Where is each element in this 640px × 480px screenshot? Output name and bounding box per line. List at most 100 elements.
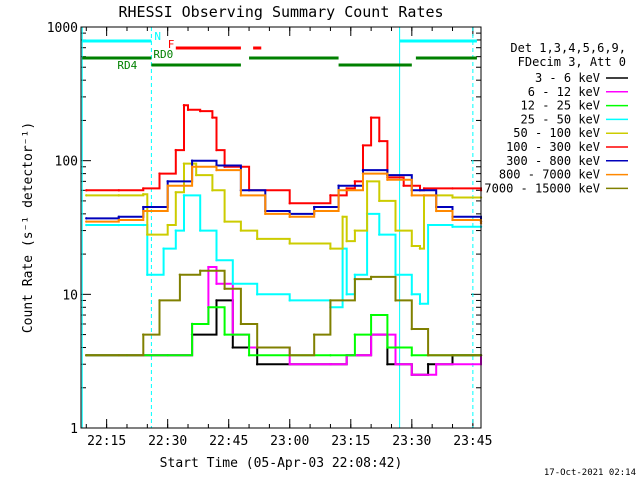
data-point (345, 187, 348, 190)
data-point (174, 229, 178, 232)
legend-label: 100 - 300 keV (506, 140, 600, 154)
data-point (182, 103, 186, 107)
legend-header: FDecim 3, Att 0 (518, 55, 626, 69)
series-line (86, 104, 482, 205)
data-point (353, 229, 357, 232)
data-point (386, 178, 389, 181)
y-axis-label: Count Rate (s⁻¹ detector⁻¹) (21, 122, 36, 333)
series-layer (85, 103, 483, 377)
legend-label: 7000 - 15000 keV (484, 181, 600, 195)
data-point (264, 212, 267, 216)
data-point (353, 333, 357, 336)
data-point (337, 189, 340, 192)
data-point (394, 299, 397, 302)
data-point (166, 223, 169, 227)
data-point (142, 223, 145, 227)
data-point (85, 354, 88, 357)
data-point (207, 265, 210, 269)
data-point (231, 282, 234, 285)
x-axis-label: Start Time (05-Apr-03 22:08:42) (160, 456, 403, 471)
y-tick-label: 1 (70, 422, 78, 437)
data-point (418, 247, 422, 250)
footer-date: 17-Oct-2021 02:14 (544, 468, 636, 478)
data-point (361, 168, 365, 172)
data-point (190, 322, 194, 326)
data-point (329, 299, 332, 302)
data-point (451, 225, 454, 229)
data-point (410, 194, 414, 197)
data-point (207, 306, 210, 309)
plot-frame (80, 26, 482, 429)
data-point (288, 242, 291, 245)
data-point (117, 189, 121, 192)
axes: 1 10 100 1000 22:15 22:30 22:45 23:00 23:15 23:30… (47, 21, 493, 449)
data-point (288, 215, 291, 219)
data-point (255, 346, 259, 349)
x-tick-label: 23:15 (331, 434, 370, 449)
data-point (182, 194, 186, 197)
data-point (451, 187, 454, 190)
data-point (422, 187, 426, 190)
data-point (190, 159, 194, 162)
data-point (410, 327, 414, 331)
data-point (85, 189, 88, 192)
series-line (86, 299, 481, 376)
data-point (386, 346, 389, 349)
data-point (255, 237, 259, 241)
series-line (86, 269, 481, 357)
data-point (386, 363, 389, 366)
data-point (378, 233, 381, 236)
data-point (255, 293, 259, 296)
data-point (418, 302, 422, 305)
data-point (394, 229, 397, 232)
flag-label: RD4 (117, 59, 137, 72)
data-point (288, 363, 291, 366)
data-point (85, 220, 88, 223)
data-point (215, 299, 218, 302)
data-point (426, 223, 430, 227)
data-point (158, 299, 161, 302)
legend-label: 12 - 25 keV (521, 99, 600, 113)
legend-label: 50 - 100 keV (513, 126, 600, 140)
data-point (199, 269, 202, 272)
x-tick-label: 23:30 (392, 434, 431, 449)
data-point (435, 209, 438, 213)
data-point (190, 165, 194, 168)
legend-label: 25 - 50 keV (521, 112, 600, 126)
data-point (117, 223, 121, 227)
data-point (85, 217, 88, 220)
data-point (215, 168, 218, 172)
data-point (223, 220, 226, 223)
legend-label: 800 - 7000 keV (499, 168, 600, 182)
data-point (426, 354, 430, 357)
data-point (435, 363, 438, 366)
flag-label: F (168, 38, 175, 51)
data-point (353, 277, 357, 281)
data-point (166, 354, 169, 357)
data-point (215, 282, 218, 285)
data-point (182, 162, 186, 165)
data-point (85, 223, 88, 227)
data-point (312, 333, 316, 336)
data-point (166, 180, 169, 183)
data-point (402, 184, 405, 187)
data-point (394, 363, 397, 366)
data-point (353, 180, 357, 183)
legend-header: Det 1,3,4,5,6,9, (510, 41, 626, 55)
data-point (142, 193, 145, 196)
data-point (178, 273, 182, 277)
data-point (451, 354, 454, 357)
data-point (174, 191, 178, 194)
x-tick-label: 22:30 (148, 434, 187, 449)
data-point (117, 215, 121, 219)
data-point (255, 363, 259, 366)
data-point (162, 247, 165, 250)
data-point (85, 194, 88, 197)
data-point (329, 247, 332, 250)
y-tick-label: 10 (62, 288, 78, 303)
data-point (337, 184, 340, 187)
data-point (223, 287, 226, 291)
data-point (142, 205, 145, 209)
chart-title: RHESSI Observing Summary Count Rates (118, 3, 443, 21)
